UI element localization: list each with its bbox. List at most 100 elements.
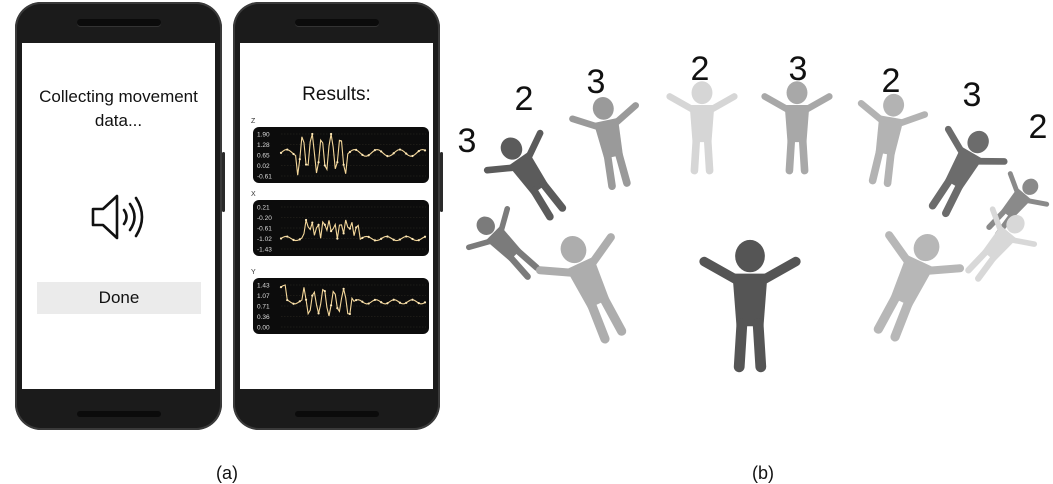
- chart-point: [304, 298, 308, 301]
- chart-point: [405, 152, 408, 155]
- chart-axis-name: X: [251, 191, 256, 198]
- chart-point: [411, 237, 414, 241]
- done-button[interactable]: Done: [37, 282, 201, 314]
- chart-point: [373, 149, 377, 152]
- chart-point: [367, 302, 370, 305]
- chart-point: [398, 148, 402, 151]
- chart-point: [323, 164, 326, 167]
- chart-point: [317, 223, 320, 227]
- person-figure: [761, 81, 833, 175]
- chart-point: [292, 238, 295, 242]
- chart-point: [348, 227, 351, 230]
- chart-point: [336, 307, 339, 310]
- chart-point: [417, 302, 420, 305]
- chart-point: [279, 286, 283, 289]
- person-figure: [857, 93, 929, 188]
- chart-tick-label: 0.21: [257, 205, 270, 212]
- chart-point: [355, 298, 358, 302]
- chart-point: [361, 300, 364, 303]
- chart-series-line: [280, 284, 426, 317]
- chart-point: [380, 301, 383, 304]
- chart-point: [342, 232, 345, 235]
- group-number-label: 3: [789, 50, 808, 88]
- chart-tick-label: -1.02: [257, 236, 272, 243]
- person-figure: [483, 129, 567, 221]
- chart-point: [298, 158, 301, 161]
- group-number-label: 2: [691, 50, 710, 88]
- chart-tick-label: -0.61: [257, 174, 272, 181]
- person-figure: [699, 239, 801, 373]
- sensor-chart: 1.90 1.28 0.65 0.02 -0.61: [253, 127, 429, 183]
- group-number-label: 3: [458, 122, 477, 160]
- chart-tick-label: 0.65: [257, 153, 270, 160]
- bottom-speaker: [77, 411, 161, 417]
- person-figure: [965, 206, 1038, 282]
- chart-point: [311, 221, 314, 224]
- chart-point: [392, 152, 395, 155]
- chart-point: [405, 235, 408, 238]
- person-figure: [535, 233, 627, 344]
- chart-point: [311, 294, 314, 297]
- chart-point: [355, 226, 358, 229]
- chart-point: [355, 148, 358, 151]
- chart-point: [373, 239, 377, 242]
- chart-point: [329, 230, 333, 233]
- caption-a: (a): [216, 463, 238, 483]
- collecting-status-text: Collecting movement data...: [39, 87, 198, 130]
- chart-point: [373, 298, 377, 301]
- chart-tick-label: 0.36: [257, 314, 270, 321]
- chart-series-line: [280, 219, 426, 242]
- chart-point: [417, 239, 420, 242]
- chart-y: Y 1.43 1.07 0.71 0.36 0.00: [244, 269, 430, 334]
- person-figure: [928, 125, 1008, 218]
- group-number-label: 2: [515, 80, 534, 118]
- chart-tick-label: -0.20: [257, 215, 272, 222]
- chart-point: [380, 150, 383, 153]
- phone-screen-collecting: Collecting movement data... Done: [22, 43, 215, 389]
- sensor-chart: 0.21 -0.20 -0.61 -1.02 -1.43: [253, 200, 429, 256]
- group-number-label: 3: [963, 76, 982, 114]
- chart-point: [392, 238, 395, 241]
- earpiece: [77, 19, 161, 26]
- chart-point: [386, 155, 389, 158]
- chart-point: [417, 150, 420, 153]
- person-figure: [465, 205, 540, 280]
- speaker-sound-icon: [91, 194, 144, 240]
- chart-point: [329, 304, 333, 307]
- group-number-label: 2: [882, 62, 901, 100]
- chart-point: [367, 154, 370, 157]
- chart-point: [323, 289, 326, 293]
- person-figure: [666, 81, 738, 175]
- chart-point: [405, 301, 408, 304]
- side-button: [440, 152, 443, 212]
- earpiece: [295, 19, 379, 26]
- chart-z: Z 1.90 1.28 0.65 0.02 -0.61: [244, 118, 430, 183]
- side-button: [222, 152, 225, 212]
- chart-axis-name: Y: [251, 269, 256, 276]
- chart-point: [298, 238, 301, 241]
- phone-left: Collecting movement data... Done: [15, 2, 225, 430]
- caption-b: (b): [752, 463, 774, 483]
- chart-point: [336, 161, 339, 164]
- people-circle-illustration: 32 3 2 3 2 32: [458, 50, 1050, 373]
- chart-tick-label: 0.00: [257, 325, 270, 332]
- chart-point: [386, 235, 389, 238]
- chart-point: [342, 163, 345, 166]
- chart-tick-label: 1.90: [257, 132, 270, 139]
- person-figure: [873, 231, 965, 342]
- chart-point: [292, 152, 295, 156]
- chart-point: [423, 149, 427, 152]
- chart-point: [286, 148, 289, 151]
- chart-point: [304, 218, 308, 222]
- chart-point: [367, 235, 370, 238]
- chart-tick-label: 1.28: [257, 142, 270, 149]
- chart-tick-label: -0.61: [257, 226, 272, 233]
- chart-point: [398, 301, 402, 304]
- chart-tick-label: -1.43: [257, 247, 272, 254]
- chart-point: [423, 301, 427, 304]
- chart-point: [336, 237, 339, 240]
- chart-axis-name: Z: [251, 118, 256, 125]
- chart-point: [317, 161, 320, 164]
- person-figure: [569, 97, 639, 190]
- chart-point: [304, 163, 308, 166]
